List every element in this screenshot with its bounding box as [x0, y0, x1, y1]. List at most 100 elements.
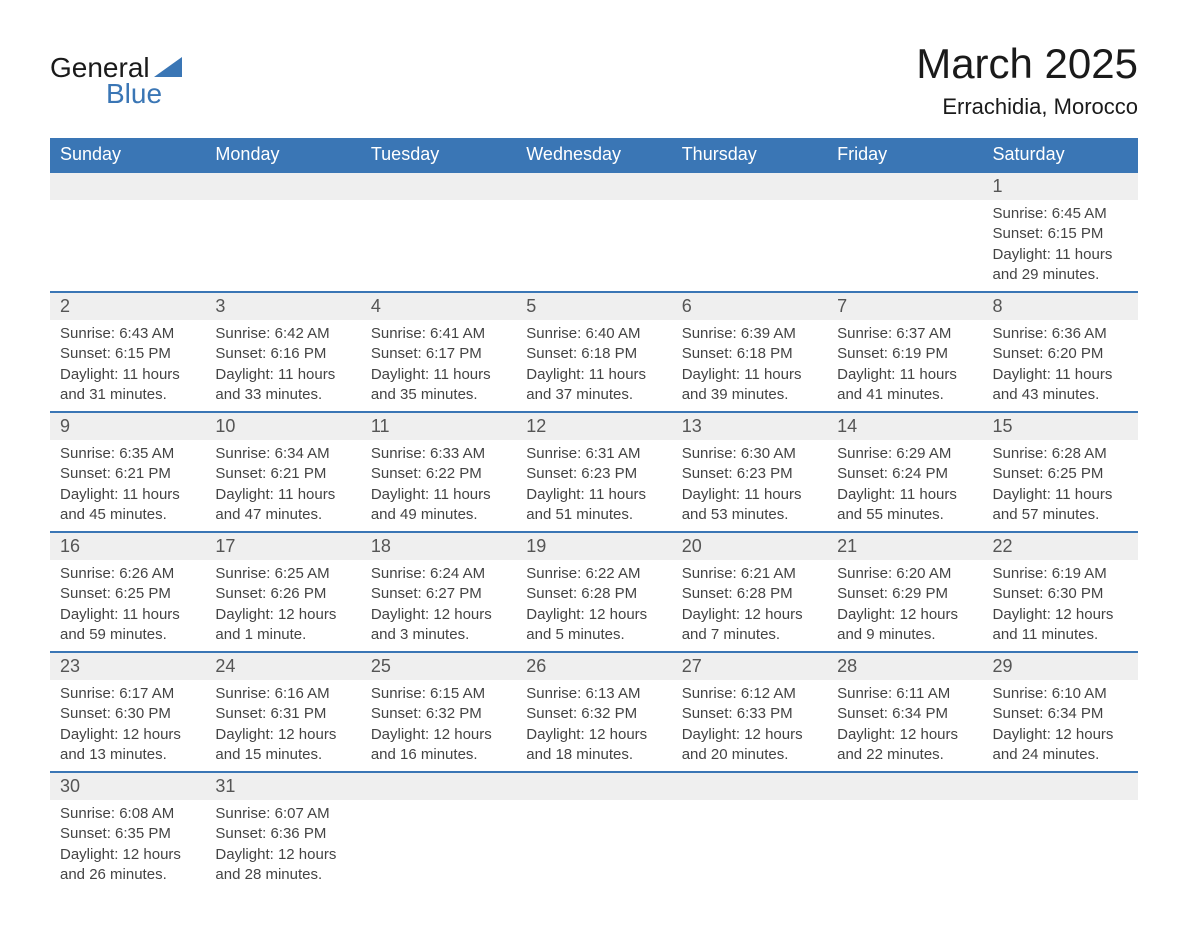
daylight-text: Daylight: 12 hours and 20 minutes.	[682, 725, 817, 766]
daylight-text: Daylight: 12 hours and 1 minute.	[215, 605, 350, 646]
daylight-text: Daylight: 12 hours and 28 minutes.	[215, 845, 350, 886]
day-data-cell: Sunrise: 6:12 AMSunset: 6:33 PMDaylight:…	[672, 680, 827, 772]
day-number-row: 9101112131415	[50, 412, 1138, 440]
day-number: 15	[983, 413, 1138, 440]
day-data-row: Sunrise: 6:17 AMSunset: 6:30 PMDaylight:…	[50, 680, 1138, 772]
day-number: 25	[361, 653, 516, 680]
weekday-header: Sunday	[50, 138, 205, 172]
daylight-text: Daylight: 11 hours and 31 minutes.	[60, 365, 195, 406]
day-number	[672, 773, 827, 779]
day-number: 8	[983, 293, 1138, 320]
day-data: Sunrise: 6:28 AMSunset: 6:25 PMDaylight:…	[983, 440, 1138, 531]
day-number-cell: 5	[516, 292, 671, 320]
sunset-text: Sunset: 6:15 PM	[60, 344, 195, 364]
sunset-text: Sunset: 6:23 PM	[682, 464, 817, 484]
sunrise-text: Sunrise: 6:31 AM	[526, 444, 661, 464]
day-number-cell: 23	[50, 652, 205, 680]
sunset-text: Sunset: 6:36 PM	[215, 824, 350, 844]
day-number: 14	[827, 413, 982, 440]
day-data-cell: Sunrise: 6:40 AMSunset: 6:18 PMDaylight:…	[516, 320, 671, 412]
day-number: 22	[983, 533, 1138, 560]
day-number: 24	[205, 653, 360, 680]
sunset-text: Sunset: 6:32 PM	[526, 704, 661, 724]
day-data-cell	[983, 800, 1138, 891]
day-number-row: 16171819202122	[50, 532, 1138, 560]
sunset-text: Sunset: 6:22 PM	[371, 464, 506, 484]
day-number-row: 1	[50, 172, 1138, 200]
sunrise-text: Sunrise: 6:19 AM	[993, 564, 1128, 584]
day-number: 23	[50, 653, 205, 680]
day-data-row: Sunrise: 6:08 AMSunset: 6:35 PMDaylight:…	[50, 800, 1138, 891]
day-number: 3	[205, 293, 360, 320]
day-data: Sunrise: 6:26 AMSunset: 6:25 PMDaylight:…	[50, 560, 205, 651]
day-data-cell: Sunrise: 6:45 AMSunset: 6:15 PMDaylight:…	[983, 200, 1138, 292]
sunrise-text: Sunrise: 6:36 AM	[993, 324, 1128, 344]
daylight-text: Daylight: 12 hours and 18 minutes.	[526, 725, 661, 766]
sunrise-text: Sunrise: 6:42 AM	[215, 324, 350, 344]
day-number: 17	[205, 533, 360, 560]
day-data: Sunrise: 6:10 AMSunset: 6:34 PMDaylight:…	[983, 680, 1138, 771]
day-data-cell: Sunrise: 6:37 AMSunset: 6:19 PMDaylight:…	[827, 320, 982, 412]
day-data-cell: Sunrise: 6:31 AMSunset: 6:23 PMDaylight:…	[516, 440, 671, 532]
day-data-cell: Sunrise: 6:39 AMSunset: 6:18 PMDaylight:…	[672, 320, 827, 412]
sunset-text: Sunset: 6:15 PM	[993, 224, 1128, 244]
daylight-text: Daylight: 12 hours and 26 minutes.	[60, 845, 195, 886]
day-data: Sunrise: 6:34 AMSunset: 6:21 PMDaylight:…	[205, 440, 360, 531]
sunrise-text: Sunrise: 6:41 AM	[371, 324, 506, 344]
day-number-cell	[827, 172, 982, 200]
sunrise-text: Sunrise: 6:45 AM	[993, 204, 1128, 224]
weekday-header: Thursday	[672, 138, 827, 172]
sunrise-text: Sunrise: 6:26 AM	[60, 564, 195, 584]
day-data-cell: Sunrise: 6:19 AMSunset: 6:30 PMDaylight:…	[983, 560, 1138, 652]
daylight-text: Daylight: 11 hours and 59 minutes.	[60, 605, 195, 646]
day-number: 4	[361, 293, 516, 320]
day-number-cell: 29	[983, 652, 1138, 680]
sunset-text: Sunset: 6:24 PM	[837, 464, 972, 484]
sunrise-text: Sunrise: 6:29 AM	[837, 444, 972, 464]
day-number-cell: 6	[672, 292, 827, 320]
day-number: 5	[516, 293, 671, 320]
day-data-cell	[672, 200, 827, 292]
sunset-text: Sunset: 6:19 PM	[837, 344, 972, 364]
day-number-cell: 21	[827, 532, 982, 560]
sunrise-text: Sunrise: 6:08 AM	[60, 804, 195, 824]
day-number-cell: 1	[983, 172, 1138, 200]
sunset-text: Sunset: 6:29 PM	[837, 584, 972, 604]
day-number-cell: 8	[983, 292, 1138, 320]
day-number-cell: 31	[205, 772, 360, 800]
daylight-text: Daylight: 12 hours and 3 minutes.	[371, 605, 506, 646]
day-number-cell	[205, 172, 360, 200]
calendar-table: Sunday Monday Tuesday Wednesday Thursday…	[50, 138, 1138, 891]
day-data: Sunrise: 6:30 AMSunset: 6:23 PMDaylight:…	[672, 440, 827, 531]
sunrise-text: Sunrise: 6:12 AM	[682, 684, 817, 704]
daylight-text: Daylight: 12 hours and 11 minutes.	[993, 605, 1128, 646]
daylight-text: Daylight: 11 hours and 57 minutes.	[993, 485, 1128, 526]
day-number-cell: 22	[983, 532, 1138, 560]
daylight-text: Daylight: 11 hours and 43 minutes.	[993, 365, 1128, 406]
day-data: Sunrise: 6:16 AMSunset: 6:31 PMDaylight:…	[205, 680, 360, 771]
day-number: 9	[50, 413, 205, 440]
day-data: Sunrise: 6:19 AMSunset: 6:30 PMDaylight:…	[983, 560, 1138, 651]
day-data-cell: Sunrise: 6:20 AMSunset: 6:29 PMDaylight:…	[827, 560, 982, 652]
day-number	[361, 773, 516, 779]
day-data	[672, 800, 827, 810]
daylight-text: Daylight: 11 hours and 51 minutes.	[526, 485, 661, 526]
sunrise-text: Sunrise: 6:39 AM	[682, 324, 817, 344]
day-data: Sunrise: 6:43 AMSunset: 6:15 PMDaylight:…	[50, 320, 205, 411]
sunrise-text: Sunrise: 6:33 AM	[371, 444, 506, 464]
day-number-cell	[516, 172, 671, 200]
sunset-text: Sunset: 6:17 PM	[371, 344, 506, 364]
day-data-cell	[827, 800, 982, 891]
day-number	[516, 773, 671, 779]
daylight-text: Daylight: 12 hours and 15 minutes.	[215, 725, 350, 766]
day-data-cell: Sunrise: 6:13 AMSunset: 6:32 PMDaylight:…	[516, 680, 671, 772]
day-number: 12	[516, 413, 671, 440]
day-data-cell: Sunrise: 6:30 AMSunset: 6:23 PMDaylight:…	[672, 440, 827, 532]
day-number-cell: 14	[827, 412, 982, 440]
day-data: Sunrise: 6:24 AMSunset: 6:27 PMDaylight:…	[361, 560, 516, 651]
daylight-text: Daylight: 12 hours and 9 minutes.	[837, 605, 972, 646]
day-number-cell: 27	[672, 652, 827, 680]
sunrise-text: Sunrise: 6:15 AM	[371, 684, 506, 704]
day-number-cell: 17	[205, 532, 360, 560]
sunrise-text: Sunrise: 6:16 AM	[215, 684, 350, 704]
